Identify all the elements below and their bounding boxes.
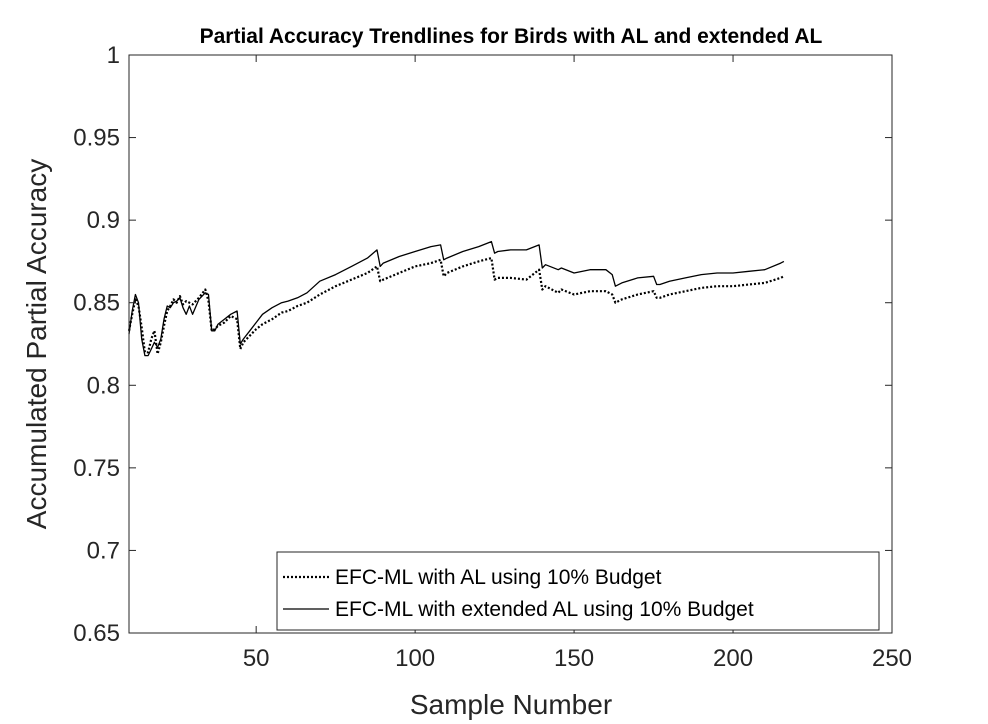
legend-label-extended-al: EFC-ML with extended AL using 10% Budget: [335, 598, 754, 621]
legend: EFC-ML with AL using 10% Budget EFC-ML w…: [276, 551, 880, 631]
y-axis-ticks: 0.65 0.7 0.75 0.8 0.85 0.9 0.95 1: [73, 42, 892, 647]
legend-box: [276, 551, 880, 631]
plot-series: [127, 240, 785, 357]
y-tick-label: 0.9: [87, 207, 120, 234]
x-tick-label: 150: [554, 645, 594, 672]
y-tick-label: 0.75: [73, 455, 120, 482]
y-tick-label: 0.95: [73, 125, 120, 152]
x-tick-label: 100: [395, 645, 435, 672]
x-tick-label: 50: [243, 645, 270, 672]
series-line-al: [127, 257, 785, 355]
plot-area-frame: [128, 54, 893, 634]
y-tick-label: 1: [107, 42, 120, 69]
y-tick-label: 0.65: [73, 620, 120, 647]
x-tick-label: 200: [713, 645, 753, 672]
series-line-extended-al: [128, 240, 785, 357]
x-axis-ticks: 50 100 150 200 250: [243, 55, 912, 672]
y-tick-label: 0.7: [87, 537, 120, 564]
x-tick-label: 250: [872, 645, 912, 672]
chart-title: Partial Accuracy Trendlines for Birds wi…: [200, 25, 823, 48]
x-axis-label: Sample Number: [410, 689, 612, 720]
y-axis-label: Accumulated Partial Accuracy: [21, 159, 52, 529]
y-tick-label: 0.85: [73, 290, 120, 317]
legend-label-al: EFC-ML with AL using 10% Budget: [335, 566, 662, 589]
y-tick-label: 0.8: [87, 372, 120, 399]
